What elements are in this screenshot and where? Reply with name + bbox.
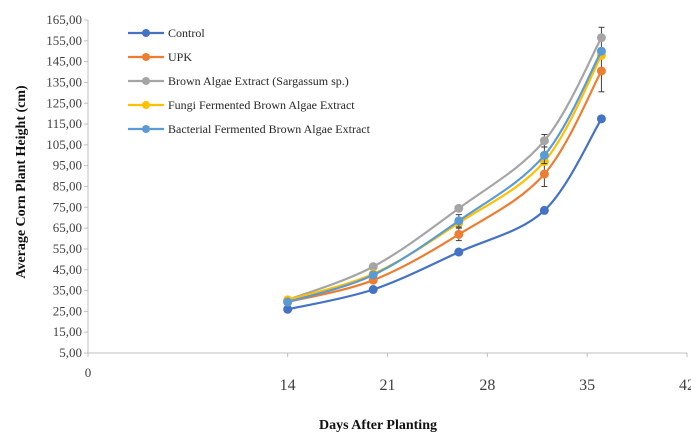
legend-label: Brown Algae Extract (Sargassum sp.) bbox=[168, 74, 349, 88]
x-tick-label: 0 bbox=[85, 365, 92, 380]
y-tick-label: 165,00 bbox=[46, 12, 82, 27]
series-4 bbox=[283, 50, 606, 305]
legend-label: UPK bbox=[168, 50, 192, 64]
y-tick-label: 105,00 bbox=[46, 137, 82, 152]
legend-swatch-marker bbox=[142, 125, 150, 133]
legend-label: Control bbox=[168, 26, 205, 40]
y-tick-label: 145,00 bbox=[46, 54, 82, 69]
data-point bbox=[454, 203, 464, 213]
data-point bbox=[596, 33, 606, 43]
legend-item: Fungi Fermented Brown Algae Extract bbox=[128, 98, 355, 112]
legend-swatch-marker bbox=[142, 29, 150, 37]
y-tick-label: 65,00 bbox=[53, 220, 82, 235]
legend-item: Control bbox=[128, 26, 205, 40]
legend-label: Fungi Fermented Brown Algae Extract bbox=[168, 98, 355, 112]
y-tick-label: 25,00 bbox=[53, 303, 82, 318]
data-point bbox=[596, 46, 606, 56]
series-line bbox=[287, 50, 603, 304]
data-point bbox=[539, 136, 549, 146]
data-point bbox=[368, 285, 378, 295]
data-point bbox=[454, 216, 464, 226]
x-tick-label: 42 bbox=[679, 377, 691, 394]
y-axis-title: Average Corn Plant Height (cm) bbox=[14, 85, 29, 279]
data-point bbox=[539, 150, 549, 160]
y-tick-label: 75,00 bbox=[53, 199, 82, 214]
x-axis-title: Days After Planting bbox=[319, 418, 437, 433]
series-layer bbox=[283, 26, 606, 314]
x-tick-label: 28 bbox=[479, 377, 495, 394]
data-point bbox=[283, 297, 293, 307]
series-3 bbox=[283, 26, 606, 305]
series-2 bbox=[283, 49, 606, 307]
x-axis-ticks: 0 14 21 28 35 42 bbox=[85, 353, 691, 394]
y-tick-label: 55,00 bbox=[53, 241, 82, 256]
legend-swatch-marker bbox=[142, 101, 150, 109]
series-line bbox=[287, 54, 603, 301]
data-point bbox=[539, 205, 549, 215]
data-point bbox=[596, 114, 606, 124]
legend-item: Bacterial Fermented Brown Algae Extract bbox=[128, 122, 371, 136]
x-tick-label: 35 bbox=[579, 377, 595, 394]
y-tick-label: 45,00 bbox=[53, 262, 82, 277]
data-point bbox=[539, 169, 549, 179]
y-tick-label: 85,00 bbox=[53, 179, 82, 194]
series-1 bbox=[283, 114, 606, 314]
y-tick-label: 35,00 bbox=[53, 283, 82, 298]
y-tick-label: 95,00 bbox=[53, 158, 82, 173]
legend-item: Brown Algae Extract (Sargassum sp.) bbox=[128, 74, 349, 88]
y-tick-label: 5,00 bbox=[59, 345, 82, 360]
y-tick-label: 115,00 bbox=[47, 116, 82, 131]
y-tick-label: 125,00 bbox=[46, 95, 82, 110]
y-tick-label: 155,00 bbox=[46, 33, 82, 48]
data-point bbox=[454, 247, 464, 257]
y-tick-label: 15,00 bbox=[53, 324, 82, 339]
legend-item: UPK bbox=[128, 50, 192, 64]
data-point bbox=[368, 270, 378, 280]
legend-swatch-marker bbox=[142, 53, 150, 61]
y-axis-ticks: 5,00 15,00 25,00 35,00 45,00 55,00 65,00 75,00 8… bbox=[46, 12, 88, 360]
legend-label: Bacterial Fermented Brown Algae Extract bbox=[168, 122, 371, 136]
data-point bbox=[596, 66, 606, 76]
series-5 bbox=[283, 46, 606, 307]
y-tick-label: 135,00 bbox=[46, 74, 82, 89]
legend-swatch-marker bbox=[142, 77, 150, 85]
x-tick-label: 21 bbox=[380, 377, 396, 394]
x-tick-label: 14 bbox=[280, 377, 296, 394]
data-point bbox=[454, 229, 464, 239]
legend: Control UPK Brown Algae Extract (Sargassum… bbox=[128, 26, 371, 136]
